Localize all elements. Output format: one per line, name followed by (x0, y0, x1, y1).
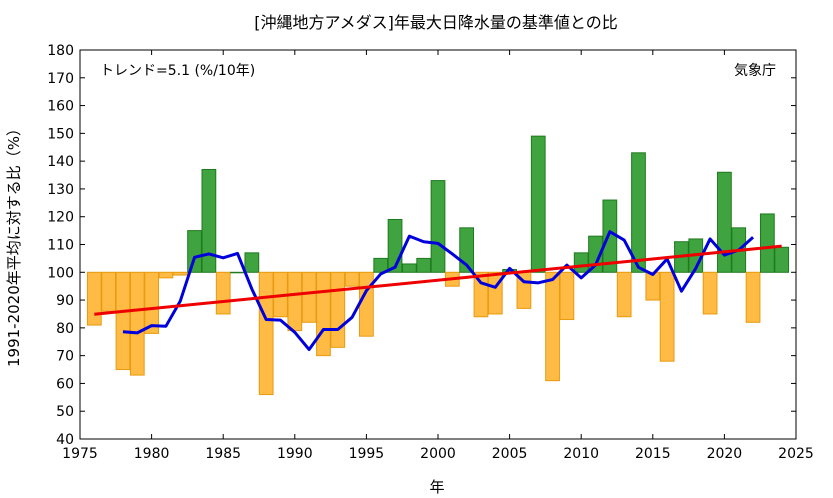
y-tick-label-80: 80 (56, 321, 74, 337)
y-tick-label-50: 50 (56, 404, 74, 420)
y-tick-label-60: 60 (56, 376, 74, 392)
chart-title: [沖縄地方アメダス]年最大日降水量の基準値との比 (254, 13, 618, 32)
bar-2015 (645, 271, 661, 301)
x-tick-label-2025: 2025 (778, 446, 814, 462)
bar-2014 (631, 152, 646, 273)
bar-1996 (373, 257, 389, 273)
x-tick-label-2020: 2020 (707, 446, 743, 462)
y-axis-label: 1991-2020年平均に対する比（%） (5, 121, 23, 367)
x-tick-label-2000: 2000 (420, 446, 456, 462)
x-tick-label-1990: 1990 (277, 446, 313, 462)
bar-2013 (616, 271, 632, 318)
bar-1995 (359, 271, 374, 337)
x-tick-label-2015: 2015 (635, 446, 671, 462)
y-tick-label-120: 120 (47, 210, 74, 226)
y-tick-label-180: 180 (47, 43, 74, 59)
bar-1988 (258, 271, 274, 396)
bar-1978 (115, 271, 131, 371)
bar-1993 (330, 271, 346, 348)
x-tick-label-1975: 1975 (62, 446, 98, 462)
bar-1977 (101, 271, 117, 312)
y-tick-label-130: 130 (47, 182, 74, 198)
line-series (94, 230, 782, 352)
y-tick-label-170: 170 (47, 71, 74, 87)
bar-1986 (230, 271, 245, 274)
x-tick-label-1995: 1995 (349, 446, 385, 462)
x-tick-label-1980: 1980 (134, 446, 170, 462)
bar-1981 (158, 271, 174, 279)
y-tick-label-90: 90 (56, 293, 74, 309)
bar-1991 (301, 271, 317, 323)
bar-2019 (702, 271, 718, 315)
y-tick-label-110: 110 (47, 238, 74, 254)
bar-2023 (759, 213, 775, 273)
y-tick-label-40: 40 (56, 432, 74, 448)
trend-label: トレンド=5.1 (%/10年) (100, 63, 255, 79)
bar-1980 (144, 271, 159, 334)
bar-2022 (745, 271, 761, 323)
x-axis-label: 年 (429, 478, 444, 496)
y-tick-label-100: 100 (47, 265, 74, 281)
y-tick-label-140: 140 (47, 154, 74, 170)
bar-2000 (430, 180, 446, 273)
bar-1983 (187, 230, 202, 273)
bar-1987 (244, 252, 260, 273)
bar-2024 (774, 246, 790, 273)
bar-2007 (530, 135, 546, 273)
bar-2016 (659, 271, 675, 362)
bar-2010 (573, 252, 589, 273)
x-tick-label-2005: 2005 (492, 446, 528, 462)
y-tick-label-70: 70 (56, 349, 74, 365)
x-tick-label-2010: 2010 (563, 446, 599, 462)
bar-2009 (559, 271, 575, 321)
bar-2008 (545, 271, 560, 382)
bar-1990 (287, 271, 303, 332)
moving-average-line (122, 230, 755, 352)
bar-2020 (717, 171, 732, 273)
bar-1976 (86, 271, 102, 326)
bar-1992 (316, 271, 331, 357)
bar-1985 (215, 271, 231, 315)
trend-line (94, 244, 782, 316)
y-tick-label-150: 150 (47, 126, 74, 142)
bar-1979 (129, 271, 145, 376)
bar-1984 (201, 168, 217, 273)
source-label: 気象庁 (734, 63, 776, 79)
bar-1998 (401, 263, 417, 273)
y-tick-label-160: 160 (47, 99, 74, 115)
bar-1982 (172, 271, 188, 276)
bar-1994 (344, 271, 360, 287)
axes: 40 50 60 70 80 90 100 110 120 130 140 150 160 170 180 1… (47, 43, 814, 462)
x-tick-label-1985: 1985 (205, 446, 241, 462)
bar-1999 (416, 257, 432, 273)
